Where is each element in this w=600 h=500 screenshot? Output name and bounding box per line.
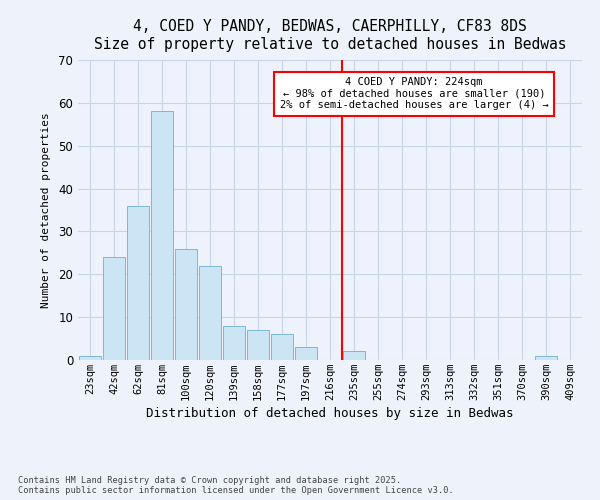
Text: 4 COED Y PANDY: 224sqm
← 98% of detached houses are smaller (190)
2% of semi-det: 4 COED Y PANDY: 224sqm ← 98% of detached… [280, 77, 548, 110]
Bar [271, 334, 293, 360]
X-axis label: Distribution of detached houses by size in Bedwas: Distribution of detached houses by size … [146, 407, 514, 420]
Bar [343, 352, 365, 360]
Bar [247, 330, 269, 360]
Y-axis label: Number of detached properties: Number of detached properties [41, 112, 52, 308]
Bar [175, 248, 197, 360]
Bar [79, 356, 101, 360]
Bar [151, 112, 173, 360]
Text: Contains HM Land Registry data © Crown copyright and database right 2025.
Contai: Contains HM Land Registry data © Crown c… [18, 476, 454, 495]
Bar [535, 356, 557, 360]
Bar [127, 206, 149, 360]
Bar [223, 326, 245, 360]
Bar [103, 257, 125, 360]
Title: 4, COED Y PANDY, BEDWAS, CAERPHILLY, CF83 8DS
Size of property relative to detac: 4, COED Y PANDY, BEDWAS, CAERPHILLY, CF8… [94, 20, 566, 52]
Bar [295, 347, 317, 360]
Bar [199, 266, 221, 360]
